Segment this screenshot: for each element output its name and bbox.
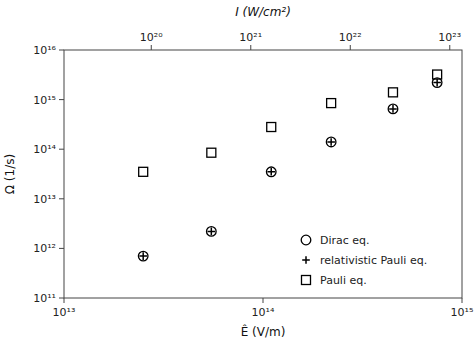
legend-marker: [302, 276, 311, 285]
y-tick: [59, 149, 64, 150]
y-tick: [59, 50, 64, 51]
point: [389, 105, 397, 113]
x2-axis-label: I (W/cm²): [235, 5, 291, 19]
y-tick: [59, 298, 64, 299]
legend-marker: [301, 235, 311, 245]
point: [388, 88, 397, 97]
point: [433, 70, 442, 79]
x2-tick: [449, 45, 450, 50]
y-tick: [59, 99, 64, 100]
x2-tick-label: 10²¹: [239, 31, 262, 44]
series-square: [139, 70, 442, 176]
y-tick-label: 10¹⁶: [33, 44, 56, 57]
y-tick: [59, 198, 64, 199]
y-tick-label: 10¹⁴: [33, 143, 56, 156]
x2-tick: [350, 45, 351, 50]
x-tick-label: 10¹⁴: [252, 306, 275, 319]
plot-frame: [64, 50, 462, 298]
point: [433, 79, 441, 87]
y-tick: [59, 248, 64, 249]
y-tick-label: 10¹⁵: [33, 94, 56, 107]
point: [207, 148, 216, 157]
x-tick-label: 10¹⁵: [451, 306, 474, 319]
legend-item: relativistic Pauli eq.: [302, 254, 427, 267]
x2-tick: [151, 45, 152, 50]
point: [388, 104, 398, 114]
x-tick: [64, 298, 65, 303]
legend-item: Dirac eq.: [301, 234, 369, 247]
legend-item: Pauli eq.: [302, 274, 367, 287]
point: [327, 138, 335, 146]
legend-label: Dirac eq.: [320, 234, 370, 247]
legend-marker: [302, 256, 310, 264]
x-tick: [462, 298, 463, 303]
point: [326, 137, 336, 147]
x2-tick: [250, 45, 251, 50]
marks: [138, 70, 442, 261]
point: [139, 252, 147, 260]
point: [327, 99, 336, 108]
point: [207, 227, 217, 237]
series-plus: [139, 79, 441, 260]
point: [138, 251, 148, 261]
legend-label: Pauli eq.: [320, 274, 367, 287]
x2-tick-label: 10²⁰: [140, 31, 163, 44]
x2-tick-label: 10²²: [339, 31, 362, 44]
point: [139, 167, 148, 176]
x2-tick-label: 10²³: [438, 31, 461, 44]
series-circle: [138, 78, 442, 261]
point: [266, 167, 276, 177]
point: [208, 228, 216, 236]
x-axis-label: Ê (V/m): [241, 324, 286, 339]
legend-label: relativistic Pauli eq.: [320, 254, 427, 267]
x-tick: [263, 298, 264, 303]
y-tick-label: 10¹¹: [33, 292, 56, 305]
point: [267, 168, 275, 176]
y-tick-label: 10¹³: [33, 193, 56, 206]
y-tick-label: 10¹²: [33, 242, 56, 255]
point: [267, 123, 276, 132]
y-axis-label: Ω (1/s): [3, 154, 17, 194]
chart-svg: 10¹³ 10¹⁴ 10¹⁵ 10²⁰ 10²¹ 10²² 10²³ 10¹¹ 10¹² 10¹³…: [0, 0, 474, 348]
chart-container: 10¹³ 10¹⁴ 10¹⁵ 10²⁰ 10²¹ 10²² 10²³ 10¹¹ 10¹² 10¹³…: [0, 0, 474, 348]
legend: Dirac eq. relativistic Pauli eq. Pauli eq.: [301, 234, 427, 287]
x-tick-label: 10¹³: [53, 306, 76, 319]
